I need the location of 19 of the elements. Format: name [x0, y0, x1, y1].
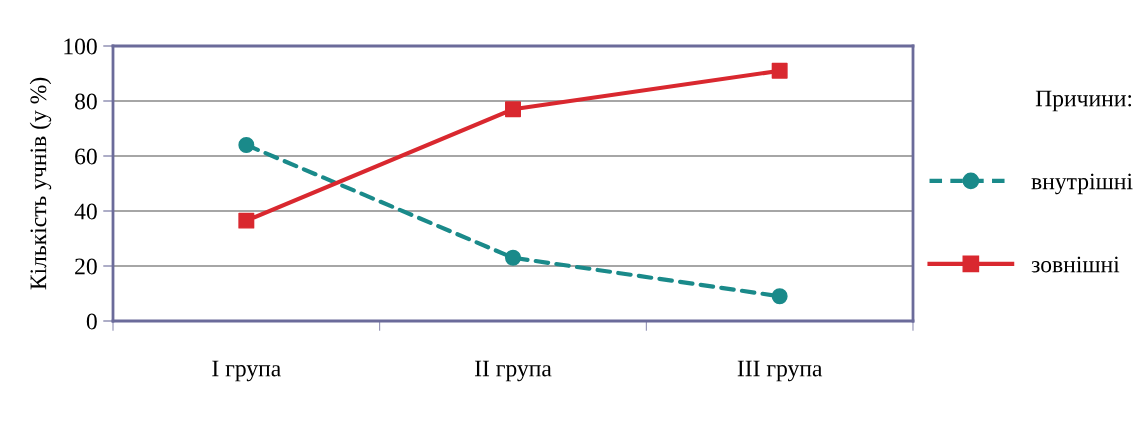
point [771, 288, 788, 305]
legend-label: зовнішні [1031, 256, 1120, 273]
y-tick-label: 80 [75, 93, 97, 110]
y-tick-label: 40 [74, 203, 97, 220]
y-tick-label: 20 [75, 258, 97, 275]
point [505, 249, 521, 266]
point [771, 62, 788, 79]
legend-label: внутрішні [1031, 173, 1133, 195]
y-tick-label: 100 [64, 38, 97, 55]
y-tick-label: 60 [75, 148, 97, 165]
point [238, 137, 255, 153]
legend-title: Причини: [1035, 90, 1132, 112]
x-tick-label: I група [212, 360, 281, 382]
x-tick-label: III група [737, 360, 823, 382]
point [505, 101, 521, 118]
y-axis-title: Кількість учнів (у %) [29, 77, 52, 290]
x-tick-label: II група [475, 360, 552, 382]
y-tick-label: 0 [86, 313, 97, 330]
point [238, 212, 255, 229]
